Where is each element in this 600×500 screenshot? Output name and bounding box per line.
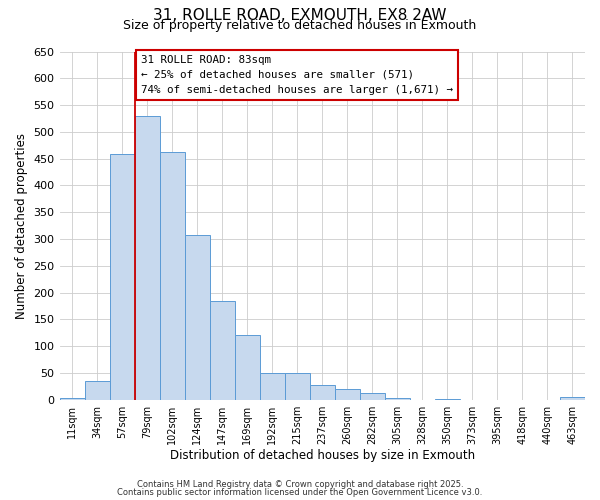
Bar [59,398,85,400]
Bar [385,398,410,400]
Text: Size of property relative to detached houses in Exmouth: Size of property relative to detached ho… [124,19,476,32]
Bar [360,392,385,400]
Text: 31, ROLLE ROAD, EXMOUTH, EX8 2AW: 31, ROLLE ROAD, EXMOUTH, EX8 2AW [153,8,447,22]
Bar [335,389,360,400]
Text: Contains HM Land Registry data © Crown copyright and database right 2025.: Contains HM Land Registry data © Crown c… [137,480,463,489]
Bar [185,235,209,400]
Bar [85,381,110,400]
Bar [435,398,460,400]
Bar [110,154,134,400]
X-axis label: Distribution of detached houses by size in Exmouth: Distribution of detached houses by size … [170,450,475,462]
Bar [560,397,585,400]
Bar [134,116,160,400]
Bar [209,300,235,400]
Y-axis label: Number of detached properties: Number of detached properties [15,132,28,318]
Bar [160,152,185,400]
Bar [310,385,335,400]
Bar [285,374,310,400]
Text: Contains public sector information licensed under the Open Government Licence v3: Contains public sector information licen… [118,488,482,497]
Bar [260,374,285,400]
Text: 31 ROLLE ROAD: 83sqm
← 25% of detached houses are smaller (571)
74% of semi-deta: 31 ROLLE ROAD: 83sqm ← 25% of detached h… [141,55,453,94]
Bar [235,336,260,400]
